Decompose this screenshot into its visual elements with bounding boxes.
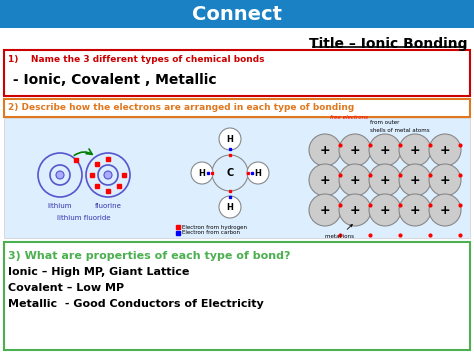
Circle shape (369, 194, 401, 226)
Text: +: + (350, 203, 360, 217)
Circle shape (56, 171, 64, 179)
Circle shape (339, 134, 371, 166)
Circle shape (429, 134, 461, 166)
Circle shape (219, 128, 241, 150)
Text: +: + (350, 143, 360, 157)
Text: +: + (350, 174, 360, 186)
Circle shape (104, 171, 112, 179)
Text: H: H (227, 202, 233, 212)
Circle shape (309, 164, 341, 196)
Circle shape (399, 164, 431, 196)
FancyBboxPatch shape (0, 0, 474, 28)
Text: Metallic  - Good Conductors of Electricity: Metallic - Good Conductors of Electricit… (8, 299, 264, 309)
FancyBboxPatch shape (4, 242, 470, 350)
Text: Electron from carbon: Electron from carbon (182, 230, 240, 235)
Text: Ionic – High MP, Giant Lattice: Ionic – High MP, Giant Lattice (8, 267, 190, 277)
Text: 1)    Name the 3 different types of chemical bonds: 1) Name the 3 different types of chemica… (8, 55, 264, 65)
Text: +: + (319, 174, 330, 186)
Circle shape (399, 134, 431, 166)
Text: +: + (410, 174, 420, 186)
Text: from outer: from outer (370, 120, 400, 125)
Circle shape (191, 162, 213, 184)
Text: 3) What are properties of each type of bond?: 3) What are properties of each type of b… (8, 251, 291, 261)
Circle shape (219, 196, 241, 218)
Text: metal ions: metal ions (325, 224, 354, 239)
Text: +: + (440, 203, 450, 217)
FancyBboxPatch shape (4, 118, 470, 238)
Text: +: + (380, 203, 390, 217)
Text: +: + (380, 174, 390, 186)
Circle shape (369, 134, 401, 166)
Circle shape (369, 164, 401, 196)
Text: lithium fluoride: lithium fluoride (57, 215, 111, 221)
Text: +: + (410, 143, 420, 157)
Text: +: + (319, 143, 330, 157)
Text: H: H (227, 135, 233, 143)
Text: +: + (410, 203, 420, 217)
Text: fluorine: fluorine (94, 203, 121, 209)
Circle shape (309, 134, 341, 166)
Text: C: C (227, 168, 234, 178)
Text: +: + (319, 203, 330, 217)
Text: Covalent – Low MP: Covalent – Low MP (8, 283, 124, 293)
Text: +: + (440, 143, 450, 157)
FancyBboxPatch shape (4, 50, 470, 96)
Circle shape (247, 162, 269, 184)
FancyBboxPatch shape (4, 99, 470, 117)
Text: free electrons: free electrons (330, 115, 368, 120)
Circle shape (339, 194, 371, 226)
Text: Electron from hydrogen: Electron from hydrogen (182, 224, 247, 229)
Circle shape (429, 164, 461, 196)
Text: +: + (440, 174, 450, 186)
Text: Title – Ionic Bonding: Title – Ionic Bonding (310, 37, 468, 51)
Text: - Ionic, Covalent , Metallic: - Ionic, Covalent , Metallic (8, 73, 217, 87)
Text: 2) Describe how the electrons are arranged in each type of bonding: 2) Describe how the electrons are arrang… (8, 104, 354, 113)
Circle shape (309, 194, 341, 226)
Text: H: H (255, 169, 262, 178)
Text: Connect: Connect (192, 5, 282, 23)
Circle shape (399, 194, 431, 226)
Text: lithium: lithium (48, 203, 72, 209)
Circle shape (429, 194, 461, 226)
Text: +: + (380, 143, 390, 157)
Circle shape (339, 164, 371, 196)
Text: shells of metal atoms: shells of metal atoms (370, 128, 429, 133)
Text: H: H (199, 169, 205, 178)
Circle shape (212, 155, 248, 191)
